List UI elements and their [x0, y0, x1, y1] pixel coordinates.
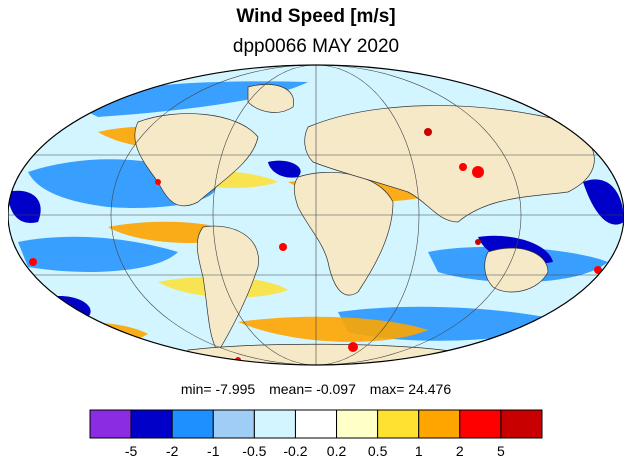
colorbar	[89, 409, 543, 439]
colorbar-tick-label: -2	[165, 443, 179, 459]
colorbar-tick-label: 2	[455, 443, 464, 459]
europe-asia	[304, 105, 595, 223]
colorbar-tick-label: 0.2	[326, 443, 347, 459]
colorbar-tick-label: -0.2	[283, 443, 308, 459]
colorbar-swatch	[253, 409, 296, 439]
mean-value: -0.097	[316, 381, 356, 397]
africa	[293, 172, 394, 296]
colorbar-tick-label: -1	[207, 443, 220, 459]
colorbar-swatch	[500, 409, 543, 439]
plot-subtitle: dpp0066 MAY 2020	[232, 36, 400, 57]
colorbar-tick-label: 1	[414, 443, 423, 459]
colorbar-tick-label: 5	[497, 443, 505, 459]
colorbar-swatch	[336, 409, 379, 439]
min-label: min=	[180, 381, 212, 397]
colorbar-swatch	[294, 409, 338, 439]
colorbar-swatch	[212, 409, 255, 439]
very-strong-positive-spots	[424, 128, 481, 245]
statistics-line: min= -7.995 mean= -0.097 max= 24.476	[0, 381, 632, 397]
north-america	[134, 113, 259, 207]
graticule	[8, 65, 624, 365]
colorbar-tick-label: -5	[124, 443, 138, 459]
colorbar-swatch	[459, 409, 502, 439]
colorbar-swatch	[89, 409, 132, 439]
colorbar-tick-label: -0.5	[242, 443, 267, 459]
max-label: max=	[369, 381, 405, 397]
land-masses	[134, 84, 595, 365]
australia	[484, 247, 549, 293]
colorbar-swatch	[171, 409, 214, 439]
min-value: -7.995	[215, 381, 256, 397]
colorbar-tick-label: 0.5	[367, 443, 388, 459]
map-border	[8, 64, 624, 366]
colorbar-swatch	[418, 409, 461, 439]
plot-title: Wind Speed [m/s]	[236, 6, 396, 27]
mean-label: mean=	[269, 381, 313, 397]
colorbar-swatch	[130, 409, 173, 439]
world-map	[8, 64, 624, 366]
max-value: 24.476	[408, 381, 452, 397]
colorbar-swatch	[377, 409, 420, 439]
greenland	[247, 84, 294, 113]
